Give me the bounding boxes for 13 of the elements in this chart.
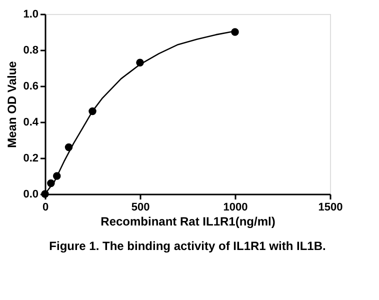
y-tick-label: 0.0 [23, 188, 38, 200]
x-axis-title: Recombinant Rat IL1R1(ng/ml) [100, 214, 276, 228]
y-tick-label: 1.0 [23, 8, 38, 20]
y-tick-label: 0.4 [23, 116, 40, 128]
x-tick-label: 1000 [223, 202, 248, 214]
x-tick-label: 500 [131, 202, 150, 214]
x-tick-label: 1500 [318, 202, 343, 214]
y-tick-label: 0.8 [23, 44, 38, 56]
x-tick-label: 0 [42, 202, 49, 214]
y-tick-label: 0.6 [23, 80, 38, 92]
caption: Figure 1. The binding activity of IL1R1 with IL1B. [49, 239, 326, 253]
y-axis-title: Mean OD Value [5, 60, 20, 148]
y-tick-label: 0.2 [23, 152, 38, 164]
